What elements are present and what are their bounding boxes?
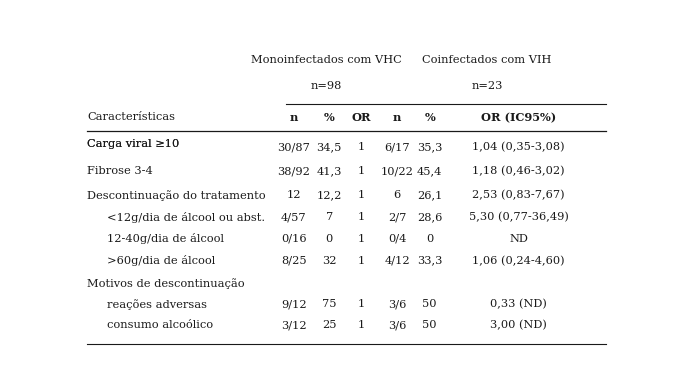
Text: 1: 1 [358, 234, 365, 244]
Text: 0,33 (ND): 0,33 (ND) [490, 299, 547, 309]
Text: 6: 6 [394, 190, 401, 200]
Text: 2/7: 2/7 [388, 213, 406, 222]
Text: 1,04 (0,35-3,08): 1,04 (0,35-3,08) [472, 142, 565, 152]
Text: 0/16: 0/16 [281, 234, 306, 244]
Text: OR (IC95%): OR (IC95%) [481, 112, 556, 123]
Text: 3,00 (ND): 3,00 (ND) [490, 320, 547, 331]
Text: 0/4: 0/4 [388, 234, 406, 244]
Text: Monoinfectados com VHC: Monoinfectados com VHC [251, 55, 402, 65]
Text: reações adversas: reações adversas [107, 299, 207, 310]
Text: 35,3: 35,3 [417, 142, 442, 152]
Text: 7: 7 [325, 213, 333, 222]
Text: 38/92: 38/92 [277, 167, 310, 176]
Text: n=98: n=98 [311, 81, 342, 91]
Text: 75: 75 [322, 299, 336, 309]
Text: 0: 0 [426, 234, 433, 244]
Text: Descontinuação do tratamento: Descontinuação do tratamento [87, 190, 266, 201]
Text: 50: 50 [423, 321, 437, 330]
Text: 1,06 (0,24-4,60): 1,06 (0,24-4,60) [472, 255, 565, 266]
Text: n: n [290, 112, 298, 123]
Text: 30/87: 30/87 [277, 142, 310, 152]
Text: 12,2: 12,2 [317, 190, 342, 200]
Text: n: n [393, 112, 402, 123]
Text: 10/22: 10/22 [381, 167, 414, 176]
Text: 1: 1 [358, 255, 365, 266]
Text: 1: 1 [358, 321, 365, 330]
Text: 12: 12 [286, 190, 301, 200]
Text: 3/6: 3/6 [388, 321, 406, 330]
Text: 9/12: 9/12 [281, 299, 306, 309]
Text: 1: 1 [358, 299, 365, 309]
Text: 8/25: 8/25 [281, 255, 306, 266]
Text: Fibrose 3-4: Fibrose 3-4 [87, 167, 153, 176]
Text: 45,4: 45,4 [417, 167, 442, 176]
Text: 34,5: 34,5 [317, 142, 342, 152]
Text: 26,1: 26,1 [417, 190, 442, 200]
Text: 1: 1 [358, 167, 365, 176]
Text: Carga viral ≥10: Carga viral ≥10 [87, 139, 180, 149]
Text: 6/17: 6/17 [384, 142, 410, 152]
Text: OR: OR [352, 112, 371, 123]
Text: 1,18 (0,46-3,02): 1,18 (0,46-3,02) [472, 166, 565, 177]
Text: 1: 1 [358, 142, 365, 152]
Text: 25: 25 [322, 321, 336, 330]
Text: 5,30 (0,77-36,49): 5,30 (0,77-36,49) [468, 212, 568, 223]
Text: ND: ND [509, 234, 528, 244]
Text: 12-40g/dia de álcool: 12-40g/dia de álcool [107, 234, 224, 245]
Text: Características: Características [87, 112, 175, 122]
Text: 4/12: 4/12 [384, 255, 410, 266]
Text: 41,3: 41,3 [317, 167, 342, 176]
Text: Carga viral ≥10: Carga viral ≥10 [87, 139, 180, 149]
Text: Motivos de descontinuação: Motivos de descontinuação [87, 278, 244, 289]
Text: %: % [324, 112, 335, 123]
Text: 1: 1 [358, 190, 365, 200]
Text: >60g/dia de álcool: >60g/dia de álcool [107, 255, 215, 266]
Text: 3/6: 3/6 [388, 299, 406, 309]
Text: 1: 1 [358, 213, 365, 222]
Text: %: % [425, 112, 435, 123]
Text: 3/12: 3/12 [281, 321, 306, 330]
Text: n=23: n=23 [472, 81, 503, 91]
Text: 50: 50 [423, 299, 437, 309]
Text: 28,6: 28,6 [417, 213, 442, 222]
Text: 33,3: 33,3 [417, 255, 442, 266]
Text: Coinfectados com VIH: Coinfectados com VIH [423, 55, 552, 65]
Text: 4/57: 4/57 [281, 213, 306, 222]
Text: 2,53 (0,83-7,67): 2,53 (0,83-7,67) [472, 190, 565, 200]
Text: consumo alcoólico: consumo alcoólico [107, 321, 213, 330]
Text: 0: 0 [325, 234, 333, 244]
Text: 32: 32 [322, 255, 336, 266]
Text: <12g/dia de álcool ou abst.: <12g/dia de álcool ou abst. [107, 212, 265, 223]
